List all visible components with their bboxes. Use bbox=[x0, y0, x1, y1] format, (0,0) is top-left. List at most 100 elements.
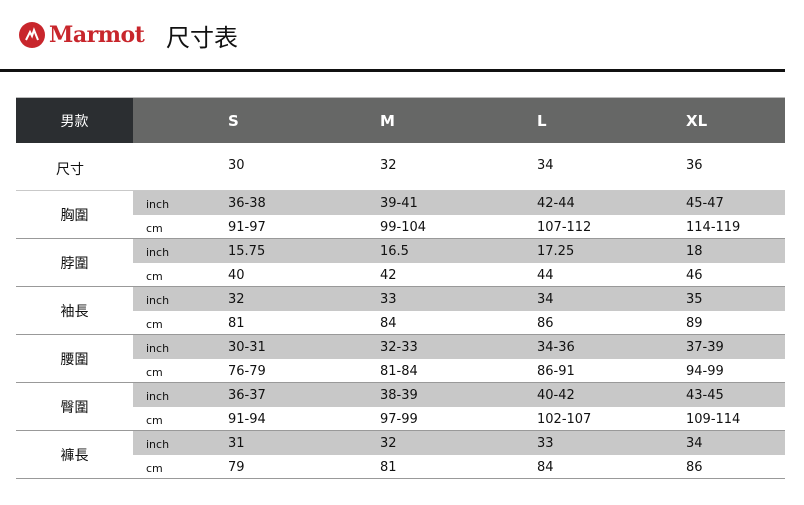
cell: 36 bbox=[686, 158, 703, 173]
page-title: 尺寸表 bbox=[166, 24, 238, 52]
cell: 81 bbox=[228, 316, 245, 331]
cell: 33 bbox=[380, 292, 397, 307]
cell: 35 bbox=[686, 292, 703, 307]
inch-row: inch 36-38 39-41 42-44 45-47 bbox=[133, 191, 785, 215]
cell: 34 bbox=[686, 436, 703, 451]
unit-label: cm bbox=[146, 366, 163, 379]
marmot-logo: Marmot bbox=[19, 22, 145, 48]
cell: 99-104 bbox=[380, 220, 427, 235]
gender-label: 男款 bbox=[16, 98, 133, 143]
inch-row: inch 15.75 16.5 17.25 18 bbox=[133, 239, 785, 263]
measurement-group: 腰圍 inch 30-31 32-33 34-36 37-39 cm 76-79 81-84… bbox=[16, 335, 785, 383]
cell: 102-107 bbox=[537, 412, 592, 427]
cell: 91-97 bbox=[228, 220, 266, 235]
cell: 43-45 bbox=[686, 388, 724, 403]
size-header-l: L bbox=[537, 111, 547, 130]
cell: 32 bbox=[380, 158, 397, 173]
cell: 18 bbox=[686, 244, 703, 259]
cell: 42 bbox=[380, 268, 397, 283]
inch-row: inch 31 32 33 34 bbox=[133, 431, 785, 455]
inch-row: inch 32 33 34 35 bbox=[133, 287, 785, 311]
measurement-group: 褲長 inch 31 32 33 34 cm 79 81 84 86 bbox=[16, 431, 785, 479]
unit-label: inch bbox=[146, 438, 170, 451]
cell: 40 bbox=[228, 268, 245, 283]
cell: 91-94 bbox=[228, 412, 266, 427]
cell: 107-112 bbox=[537, 220, 592, 235]
size-header-s: S bbox=[228, 111, 239, 130]
row-label: 褲長 bbox=[60, 448, 89, 464]
unit-label: inch bbox=[146, 198, 170, 211]
cell: 32 bbox=[380, 436, 397, 451]
size-row: 尺寸 30 32 34 36 bbox=[16, 143, 785, 191]
row-label: 脖圍 bbox=[60, 256, 89, 272]
unit-label: inch bbox=[146, 246, 170, 259]
cell: 81 bbox=[380, 460, 397, 475]
cell: 44 bbox=[537, 268, 554, 283]
row-label: 腰圍 bbox=[60, 352, 89, 368]
size-chart-table: 男款 S M L XL 尺寸 30 32 34 36 胸圍 inch 36-38 3… bbox=[16, 97, 785, 479]
cell: 32 bbox=[228, 292, 245, 307]
cell: 32-33 bbox=[380, 340, 418, 355]
cell: 46 bbox=[686, 268, 703, 283]
cell: 84 bbox=[380, 316, 397, 331]
cell: 86-91 bbox=[537, 364, 575, 379]
unit-label: cm bbox=[146, 222, 163, 235]
size-header-xl: XL bbox=[686, 111, 708, 130]
cm-row: cm 40 42 44 46 bbox=[133, 263, 785, 287]
cell: 94-99 bbox=[686, 364, 724, 379]
measurement-group: 胸圍 inch 36-38 39-41 42-44 45-47 cm 91-97 99-10… bbox=[16, 191, 785, 239]
cell: 33 bbox=[537, 436, 554, 451]
cell: 30-31 bbox=[228, 340, 266, 355]
cell: 31 bbox=[228, 436, 245, 451]
row-label: 胸圍 bbox=[60, 208, 89, 224]
cell: 40-42 bbox=[537, 388, 575, 403]
cell: 97-99 bbox=[380, 412, 418, 427]
unit-label: cm bbox=[146, 462, 163, 475]
cell: 34 bbox=[537, 158, 554, 173]
measurement-group: 袖長 inch 32 33 34 35 cm 81 84 86 89 bbox=[16, 287, 785, 335]
unit-label: inch bbox=[146, 294, 170, 307]
unit-label: cm bbox=[146, 270, 163, 283]
cell: 81-84 bbox=[380, 364, 418, 379]
cell: 86 bbox=[686, 460, 703, 475]
cell: 84 bbox=[537, 460, 554, 475]
marmot-mountain-icon bbox=[19, 22, 45, 48]
unit-label: inch bbox=[146, 390, 170, 403]
cell: 86 bbox=[537, 316, 554, 331]
unit-label: inch bbox=[146, 342, 170, 355]
row-label: 尺寸 bbox=[56, 162, 84, 178]
cell: 37-39 bbox=[686, 340, 724, 355]
divider bbox=[0, 69, 785, 72]
cell: 114-119 bbox=[686, 220, 741, 235]
cell: 36-37 bbox=[228, 388, 266, 403]
cell: 34-36 bbox=[537, 340, 575, 355]
cell: 76-79 bbox=[228, 364, 266, 379]
cm-row: cm 91-94 97-99 102-107 109-114 bbox=[133, 407, 785, 431]
cm-row: cm 91-97 99-104 107-112 114-119 bbox=[133, 215, 785, 239]
cell: 16.5 bbox=[380, 244, 409, 259]
measurement-group: 臀圍 inch 36-37 38-39 40-42 43-45 cm 91-94 97-99… bbox=[16, 383, 785, 431]
cell: 34 bbox=[537, 292, 554, 307]
row-label: 袖長 bbox=[60, 304, 89, 320]
cm-row: cm 79 81 84 86 bbox=[133, 455, 785, 479]
size-header-m: M bbox=[380, 111, 395, 130]
cm-row: cm 76-79 81-84 86-91 94-99 bbox=[133, 359, 785, 383]
cell: 45-47 bbox=[686, 196, 724, 211]
inch-row: inch 36-37 38-39 40-42 43-45 bbox=[133, 383, 785, 407]
cell: 89 bbox=[686, 316, 703, 331]
unit-label: cm bbox=[146, 414, 163, 427]
cell: 38-39 bbox=[380, 388, 418, 403]
cell: 39-41 bbox=[380, 196, 418, 211]
cell: 109-114 bbox=[686, 412, 741, 427]
cell: 79 bbox=[228, 460, 245, 475]
cell: 36-38 bbox=[228, 196, 266, 211]
cell: 42-44 bbox=[537, 196, 575, 211]
table-header: 男款 S M L XL bbox=[16, 97, 785, 143]
cell: 15.75 bbox=[228, 244, 266, 259]
measurement-group: 脖圍 inch 15.75 16.5 17.25 18 cm 40 42 44 46 bbox=[16, 239, 785, 287]
cell: 30 bbox=[228, 158, 245, 173]
cm-row: cm 81 84 86 89 bbox=[133, 311, 785, 335]
unit-label: cm bbox=[146, 318, 163, 331]
cell: 17.25 bbox=[537, 244, 575, 259]
inch-row: inch 30-31 32-33 34-36 37-39 bbox=[133, 335, 785, 359]
